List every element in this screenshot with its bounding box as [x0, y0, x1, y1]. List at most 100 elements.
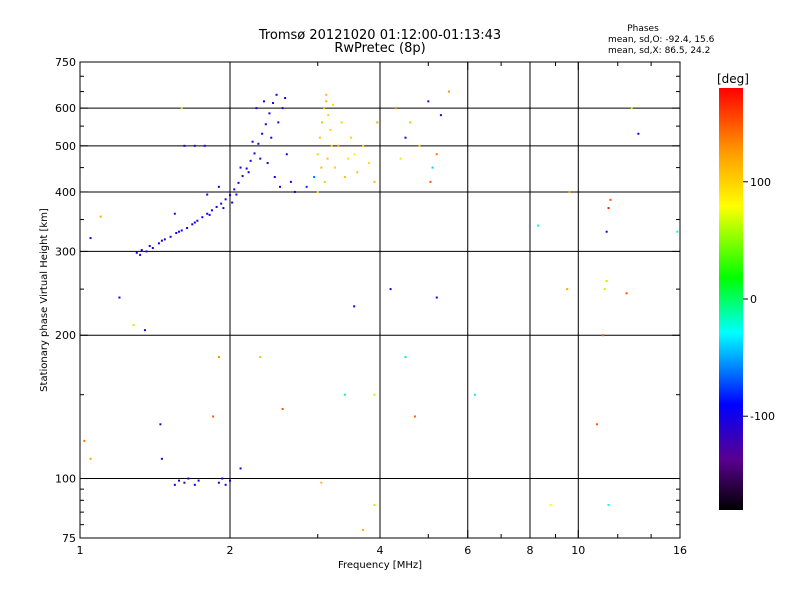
data-point: [157, 242, 160, 245]
data-point: [201, 216, 204, 219]
data-point: [255, 107, 258, 110]
data-point: [217, 185, 220, 188]
data-point: [321, 121, 324, 124]
data-point: [247, 171, 250, 174]
data-point: [237, 181, 240, 184]
data-point: [151, 247, 154, 250]
y-tick-label: 75: [62, 532, 76, 545]
data-point: [343, 175, 346, 178]
data-point: [394, 107, 397, 110]
y-tick-label: 500: [55, 140, 76, 153]
data-point: [221, 477, 224, 480]
data-point: [399, 157, 402, 160]
data-point: [566, 288, 569, 291]
colorbar-gradient: [719, 88, 743, 510]
x-tick-label: 2: [227, 544, 234, 557]
data-point: [173, 483, 176, 486]
colorbar-tick-label: -100: [750, 410, 775, 423]
data-point: [163, 238, 166, 241]
data-point: [284, 97, 287, 100]
data-point: [362, 528, 365, 531]
data-point: [329, 128, 332, 131]
data-point: [376, 121, 379, 124]
data-point: [353, 305, 356, 308]
data-point: [140, 249, 143, 252]
x-tick-label: 8: [527, 544, 534, 557]
y-tick-label: 400: [55, 186, 76, 199]
data-point: [334, 166, 337, 169]
data-point: [160, 457, 163, 460]
data-point: [356, 171, 359, 174]
data-point: [206, 193, 209, 196]
data-point: [89, 457, 92, 460]
data-point: [316, 153, 319, 156]
data-point: [193, 144, 196, 147]
data-point: [289, 180, 292, 183]
data-point: [318, 136, 321, 139]
data-point: [353, 153, 356, 156]
data-point: [206, 212, 209, 215]
y-tick-label: 750: [55, 56, 76, 69]
data-point: [607, 207, 610, 210]
data-point: [143, 329, 146, 332]
data-point: [373, 180, 376, 183]
data-point: [259, 356, 262, 359]
data-point: [389, 288, 392, 291]
data-point: [266, 162, 269, 165]
legend-heading: Phases: [627, 24, 659, 34]
data-point: [261, 132, 264, 135]
data-point: [253, 152, 256, 155]
legend-line-x: mean, sd,X: 86.5, 24.2: [608, 46, 710, 56]
colorbar: [deg] 100 0 -100: [717, 72, 775, 510]
data-point: [568, 190, 571, 193]
data-point: [180, 107, 183, 110]
data-point: [637, 132, 640, 135]
colorbar-tick-label: 0: [750, 293, 757, 306]
data-point: [229, 479, 231, 482]
data-point: [418, 144, 421, 147]
y-tick-label: 300: [55, 245, 76, 258]
data-point: [231, 201, 234, 204]
data-point: [607, 503, 610, 506]
data-point: [215, 205, 218, 208]
data-point: [175, 231, 178, 234]
data-point: [473, 393, 476, 396]
data-point: [340, 121, 343, 124]
data-point: [273, 175, 276, 178]
data-point: [270, 136, 273, 139]
data-point: [187, 477, 190, 480]
data-point: [281, 407, 284, 410]
data-point: [337, 144, 340, 147]
data-point: [177, 230, 180, 233]
data-point: [439, 114, 442, 117]
data-point: [197, 479, 200, 482]
x-tick-label: 4: [377, 544, 384, 557]
colorbar-label: [deg]: [717, 72, 749, 86]
data-point: [135, 251, 138, 254]
data-point: [212, 415, 215, 418]
data-point: [325, 93, 328, 96]
y-tick-label: 100: [55, 473, 76, 486]
data-point: [229, 194, 231, 197]
data-point: [222, 207, 225, 210]
data-point: [676, 230, 679, 233]
data-point: [536, 224, 539, 227]
data-point: [362, 144, 365, 147]
data-point: [350, 136, 353, 139]
data-point: [186, 226, 189, 229]
data-point: [177, 479, 180, 482]
data-point: [281, 107, 284, 110]
data-point: [272, 102, 275, 105]
data-point: [595, 423, 598, 426]
data-point: [305, 185, 308, 188]
grid-lines: [80, 62, 680, 538]
data-point: [404, 136, 407, 139]
data-points: [83, 90, 679, 531]
data-point: [217, 356, 220, 359]
data-point: [327, 114, 330, 117]
data-point: [217, 481, 220, 484]
data-point: [285, 153, 288, 156]
data-point: [224, 198, 227, 201]
data-point: [160, 239, 163, 242]
